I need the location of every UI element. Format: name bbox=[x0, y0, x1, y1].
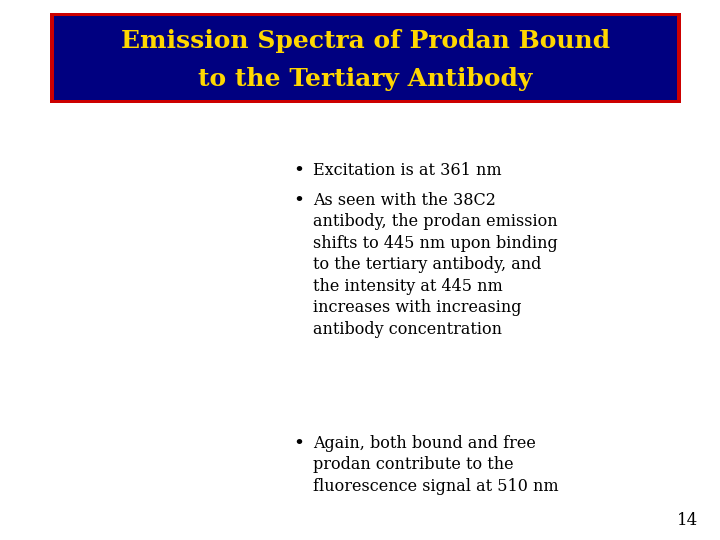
Text: •: • bbox=[293, 435, 305, 453]
Text: Again, both bound and free
prodan contribute to the
fluorescence signal at 510 n: Again, both bound and free prodan contri… bbox=[313, 435, 559, 495]
Text: to the Tertiary Antibody: to the Tertiary Antibody bbox=[198, 67, 533, 91]
Text: •: • bbox=[293, 162, 305, 180]
Text: Excitation is at 361 nm: Excitation is at 361 nm bbox=[313, 162, 502, 179]
Text: Emission Spectra of Prodan Bound: Emission Spectra of Prodan Bound bbox=[121, 29, 610, 53]
FancyBboxPatch shape bbox=[54, 16, 677, 100]
FancyBboxPatch shape bbox=[50, 13, 681, 103]
Text: •: • bbox=[293, 192, 305, 210]
Text: 14: 14 bbox=[677, 512, 698, 529]
Text: As seen with the 38C2
antibody, the prodan emission
shifts to 445 nm upon bindin: As seen with the 38C2 antibody, the prod… bbox=[313, 192, 558, 338]
